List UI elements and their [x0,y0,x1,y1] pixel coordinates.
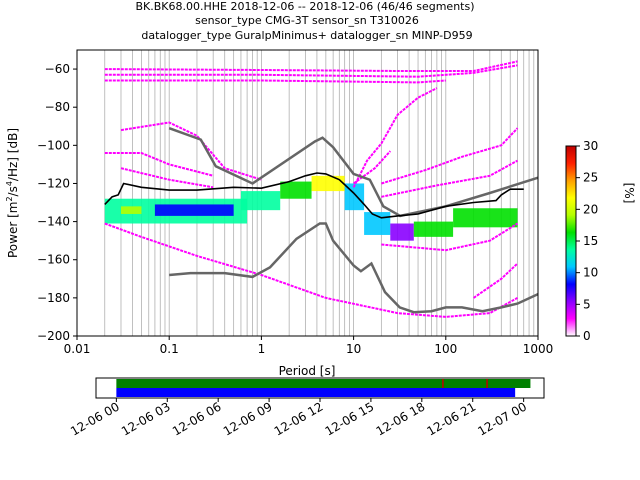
density-band-1 [154,204,234,216]
timeline-bars [116,379,531,397]
sparse-trace-7 [381,127,519,185]
density-band-2 [120,206,142,214]
y-tick-label: −140 [37,215,70,229]
y-tick-label: −120 [37,176,70,190]
sparse-trace-6 [104,222,518,318]
title-line-3: datalogger_type GuralpMinimus+ datalogge… [141,29,472,42]
timeline-tick-label: 12-06 06 [170,399,224,438]
timeline-tick-label: 12-06 18 [374,399,428,438]
density-band-3 [240,191,281,211]
x-tick-label: 1000 [523,342,554,356]
x-tick-label: 10 [346,342,361,356]
timeline-tick-label: 12-06 03 [119,399,173,438]
x-axis-label: Period [s] [279,364,336,378]
title-line-2: sensor_type CMG-3T sensor_sn T310026 [195,14,419,27]
y-tick-label: −180 [37,291,70,305]
x-axis-ticks: 0.01 0.1 1 10 100 1000 [64,336,554,356]
y-label-main: Power [m [6,202,20,258]
sparse-trace-1 [104,64,518,78]
colorbar-tick-label: 25 [583,171,598,185]
sparse-trace-11 [353,150,392,185]
y-axis-ticks: −200 −180 −160 −140 −120 −100 −80 −60 [37,62,77,343]
title-line-1: BK.BK68.00.HHE 2018-12-06 -- 2018-12-06 … [135,0,474,13]
plot-frame [76,49,539,337]
sparse-trace-2 [104,79,446,84]
y-tick-label: −80 [45,100,70,114]
gap-mark [486,379,488,388]
available-data-bar [116,379,531,388]
colorbar-tick-label: 20 [583,202,598,216]
colorbar-tick-label: 10 [583,266,598,280]
sparse-trace-8 [381,159,518,198]
y-tick-label: −200 [37,329,70,343]
colorbar-tick-label: 0 [583,329,591,343]
vertical-grid [76,50,535,336]
timeline-tick-label: 12-07 00 [475,399,529,438]
mean-psd [104,172,524,219]
x-tick-label: 100 [434,342,457,356]
timeline-tick-label: 12-06 12 [272,399,326,438]
low-noise-model-line [169,222,538,314]
y-tick-label: −100 [37,138,70,152]
y-label-sup-2: 4 [5,181,14,186]
density-band-9 [413,221,454,237]
timeline-tick-label: 12-06 00 [68,399,122,438]
y-label-tail: /Hz] [dB] [6,128,20,181]
sparse-trace-3 [120,121,262,181]
colorbar-tick-label: 5 [583,297,591,311]
density-heatmap [104,175,518,241]
x-tick-label: 0.01 [64,342,91,356]
density-band-4 [280,181,312,199]
sparse-trace-12 [473,262,519,299]
sparse-occurrence-traces [104,60,519,318]
colorbar-label: [%] [622,183,636,204]
colorbar-tick-label: 15 [583,234,598,248]
colorbar-ticks: 0 5 10 15 20 25 30 [576,139,598,343]
y-tick-label: −160 [37,253,70,267]
y-tick-label: −60 [45,62,70,76]
sparse-trace-4 [104,152,214,177]
y-label-sup-1: 2 [5,196,14,201]
timeline-tick-label: 12-06 21 [425,399,479,438]
sparse-trace-9 [381,222,519,252]
sparse-trace-0 [104,60,518,72]
colorbar-tick-label: 30 [583,139,598,153]
density-band-10 [453,208,518,228]
y-axis-label: Power [m2/s4/Hz] [dB] [5,128,20,258]
x-tick-label: 0.1 [160,342,179,356]
colorbar: 0 5 10 15 20 25 30 [%] [565,139,636,343]
mean-psd-line [104,172,524,219]
gap-mark [442,379,444,388]
ppsd-plot: 0.01 0.1 1 10 100 1000 −200 −180 −160 −140 −120 −1… [5,49,554,378]
colorbar-gradient [565,145,577,337]
y-label-mid: /s [6,186,20,196]
sparse-trace-5 [120,167,214,189]
x-tick-label: 1 [258,342,266,356]
timeline-tick-label: 12-06 15 [323,399,377,438]
timeline-tick-label: 12-06 09 [221,399,275,438]
sparse-trace-10 [352,87,438,188]
title: BK.BK68.00.HHE 2018-12-06 -- 2018-12-06 … [135,0,474,42]
psd-segments-bar [116,388,516,397]
density-band-5 [311,175,345,192]
density-band-8 [390,223,414,241]
